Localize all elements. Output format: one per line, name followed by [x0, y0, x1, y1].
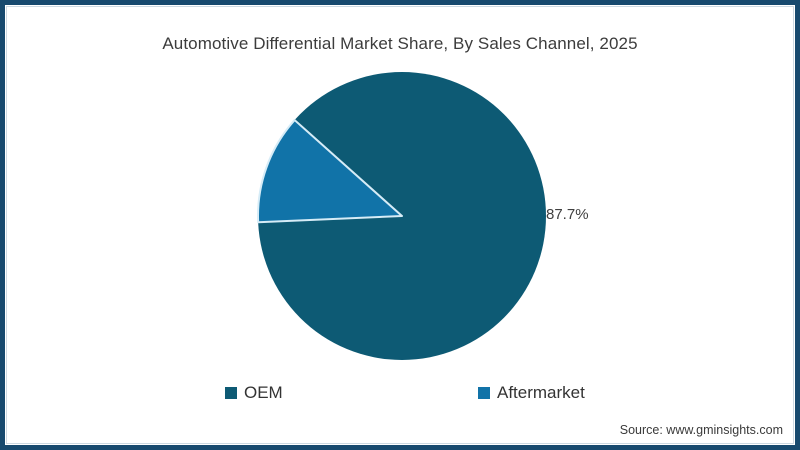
legend-label-aftermarket: Aftermarket: [497, 383, 585, 402]
legend-item-oem[interactable]: OEM: [225, 384, 283, 402]
source-attribution: Source: www.gminsights.com: [619, 423, 783, 437]
legend-swatch-aftermarket: [478, 387, 490, 399]
legend-label-oem: OEM: [244, 383, 283, 402]
chart-title: Automotive Differential Market Share, By…: [162, 34, 638, 53]
pie-slice-aftermarket[interactable]: [257, 119, 403, 224]
legend-swatch-oem: [225, 387, 237, 399]
legend-item-aftermarket[interactable]: Aftermarket: [478, 384, 585, 402]
pie-chart: [257, 72, 546, 360]
oem-percentage-label: 87.7%: [546, 206, 589, 223]
